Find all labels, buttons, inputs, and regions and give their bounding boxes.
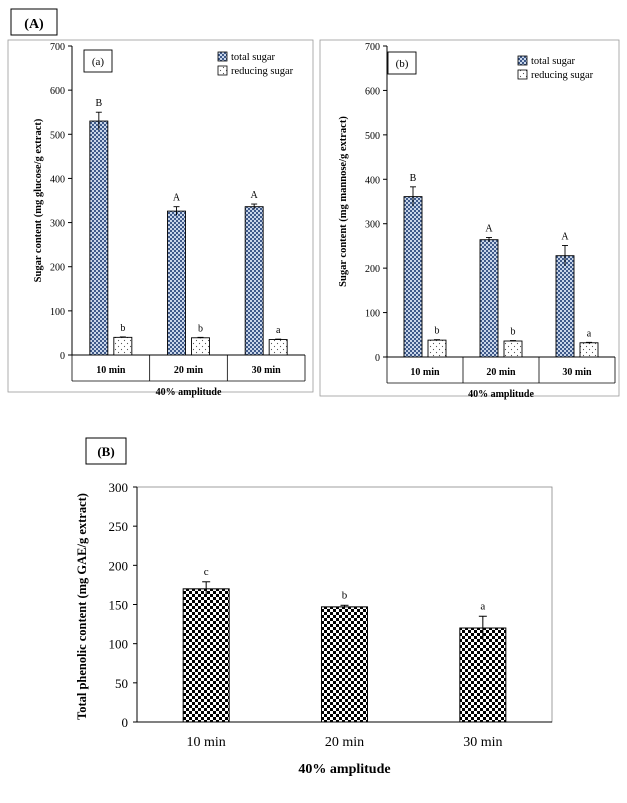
- significance-letter: A: [251, 190, 259, 201]
- panel-tag-box: [83, 49, 113, 73]
- legend-swatch: [517, 69, 528, 80]
- bar-phenolic: [321, 606, 368, 723]
- x-tick-label: 30 min: [252, 365, 282, 376]
- y-tick-label: 100: [50, 307, 65, 318]
- legend-label: reducing sugar: [231, 66, 294, 77]
- significance-letter: b: [342, 589, 348, 601]
- significance-letter: c: [204, 566, 209, 578]
- bar-total-sugar: [555, 255, 575, 358]
- y-tick-label: 500: [50, 130, 65, 141]
- significance-letter: A: [561, 231, 569, 242]
- y-tick-label: 100: [365, 309, 380, 320]
- y-tick-label: 150: [109, 598, 129, 613]
- panel-tag: (b): [396, 58, 409, 70]
- panel-a-label: (A): [24, 17, 44, 32]
- x-tick-label: 20 min: [486, 367, 516, 378]
- panel-tag-box: [387, 51, 417, 75]
- bar-reducing-sugar: [579, 342, 599, 358]
- y-tick-label: 300: [50, 219, 65, 230]
- y-tick-label: 600: [365, 86, 380, 97]
- bar-reducing-sugar: [191, 337, 210, 356]
- y-tick-label: 400: [365, 175, 380, 186]
- chart-phenolic: 0 50 100 150 200 250 300 Total phenolic content…: [75, 480, 553, 777]
- y-tick-label: 0: [375, 353, 380, 364]
- y-tick-label: 100: [109, 637, 129, 652]
- y-axis-title: Sugar content (mg mannose/g extract): [338, 116, 349, 287]
- significance-letter: B: [410, 173, 417, 184]
- y-tick-label: 50: [115, 676, 128, 691]
- significance-letter: a: [480, 600, 485, 612]
- x-tick-label: 20 min: [174, 365, 204, 376]
- y-tick-label: 700: [50, 42, 65, 53]
- y-tick-label: 400: [50, 174, 65, 185]
- y-tick-label: 0: [122, 715, 129, 730]
- x-tick-label: 10 min: [187, 735, 226, 750]
- chart-a-frame: [7, 39, 314, 393]
- significance-letter: A: [173, 193, 181, 204]
- bar-reducing-sugar: [427, 339, 447, 358]
- bar-total-sugar: [167, 210, 186, 356]
- y-tick-label: 0: [60, 351, 65, 362]
- legend-label: reducing sugar: [531, 70, 594, 81]
- x-axis-title: 40% amplitude: [156, 387, 222, 398]
- y-tick-label: 600: [50, 86, 65, 97]
- y-tick-label: 700: [365, 42, 380, 53]
- y-tick-label: 300: [365, 220, 380, 231]
- bar-total-sugar: [89, 120, 109, 356]
- x-axis-title: 40% amplitude: [298, 762, 390, 777]
- significance-letter: a: [587, 328, 592, 339]
- bar-total-sugar: [479, 239, 499, 358]
- bar-phenolic: [182, 588, 230, 723]
- significance-letter: b: [120, 323, 125, 334]
- significance-letter: b: [435, 326, 440, 337]
- x-tick-label: 10 min: [96, 365, 126, 376]
- y-tick-label: 200: [365, 264, 380, 275]
- bar-reducing-sugar: [113, 336, 133, 356]
- y-tick-label: 300: [109, 480, 129, 495]
- panel-tag: (a): [92, 56, 105, 68]
- x-tick-label: 10 min: [410, 367, 440, 378]
- significance-letter: B: [95, 98, 102, 109]
- chart-a: 0 100 200 300 400 500 600 700 Sugar content (mg …: [33, 42, 306, 398]
- legend-label: total sugar: [531, 56, 576, 67]
- y-axis-title: Total phenolic content (mg GAE/g extract…: [75, 493, 89, 720]
- y-tick-label: 250: [109, 519, 129, 534]
- legend-swatch: [217, 51, 228, 62]
- x-tick-label: 30 min: [562, 367, 592, 378]
- bar-phenolic: [459, 627, 507, 723]
- significance-letter: a: [276, 325, 281, 336]
- panel-b-label-box: [85, 437, 127, 465]
- legend-swatch: [217, 65, 228, 76]
- y-tick-label: 200: [50, 263, 65, 274]
- x-tick-label: 20 min: [325, 735, 364, 750]
- legend-label: total sugar: [231, 52, 276, 63]
- x-tick-label: 30 min: [463, 735, 502, 750]
- significance-letter: b: [511, 327, 516, 338]
- panel-b-label: (B): [97, 444, 114, 459]
- legend-swatch: [517, 55, 528, 66]
- bar-reducing-sugar: [268, 339, 288, 356]
- chart-b: 0 100 200 300 400 500 600 700 Sugar content (mg …: [338, 42, 616, 400]
- y-tick-label: 200: [109, 558, 129, 573]
- bar-total-sugar: [244, 206, 264, 356]
- bar-total-sugar: [403, 196, 423, 358]
- significance-letter: A: [485, 223, 493, 234]
- y-axis-title: Sugar content (mg glucose/g extract): [33, 118, 44, 282]
- y-tick-label: 500: [365, 131, 380, 142]
- significance-letter: b: [198, 323, 203, 334]
- panel-a-label-box: [10, 8, 58, 36]
- bar-reducing-sugar: [503, 340, 523, 358]
- x-axis-title: 40% amplitude: [468, 389, 534, 400]
- chart-b-frame: [319, 39, 620, 397]
